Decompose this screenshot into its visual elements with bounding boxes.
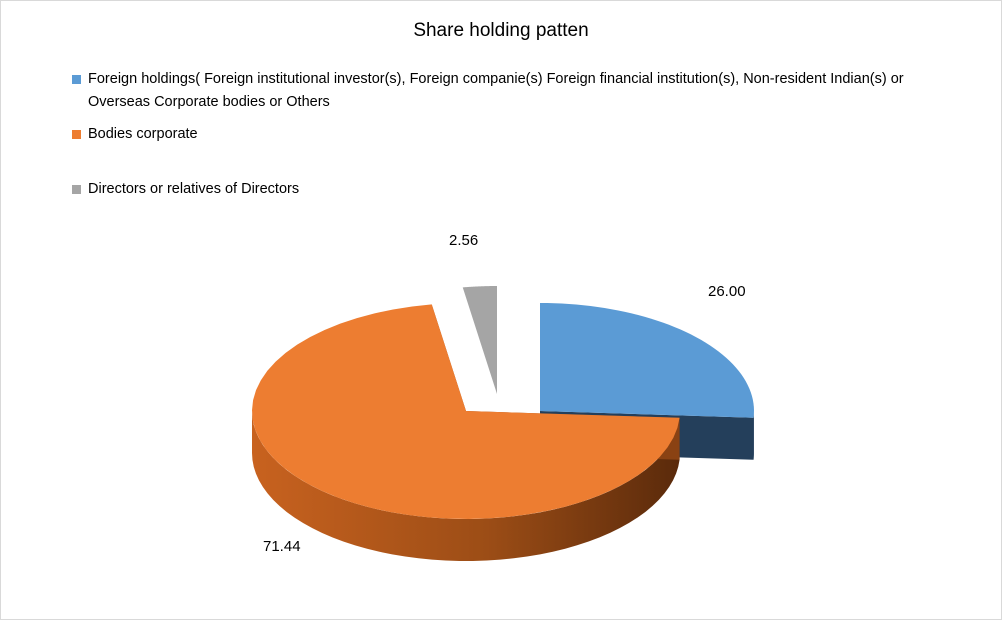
legend-label: Foreign holdings( Foreign institutional … bbox=[88, 71, 904, 110]
pie-slice-foreign-holdings bbox=[540, 303, 754, 418]
legend-label: Bodies corporate bbox=[88, 126, 198, 142]
legend-swatch bbox=[72, 75, 81, 84]
data-label-directors: 2.56 bbox=[449, 232, 479, 249]
chart-title: Share holding patten bbox=[413, 20, 589, 41]
pie-side-bodies-corporate bbox=[252, 411, 680, 561]
data-label-bodies-corporate: 71.44 bbox=[263, 538, 301, 555]
legend-swatch bbox=[72, 130, 81, 139]
legend-item-bodies-corporate: Bodies corporate bbox=[72, 123, 952, 146]
pie-slice-directors bbox=[462, 286, 497, 394]
legend-swatch bbox=[72, 185, 81, 194]
legend-item-foreign-holdings: Foreign holdings( Foreign institutional … bbox=[72, 68, 952, 114]
legend-item-directors: Directors or relatives of Directors bbox=[72, 178, 952, 201]
pie-slice-bodies-corporate bbox=[252, 304, 680, 519]
data-label-foreign-holdings: 26.00 bbox=[708, 283, 746, 300]
legend-label: Directors or relatives of Directors bbox=[88, 181, 300, 197]
pie-tops bbox=[252, 286, 754, 519]
